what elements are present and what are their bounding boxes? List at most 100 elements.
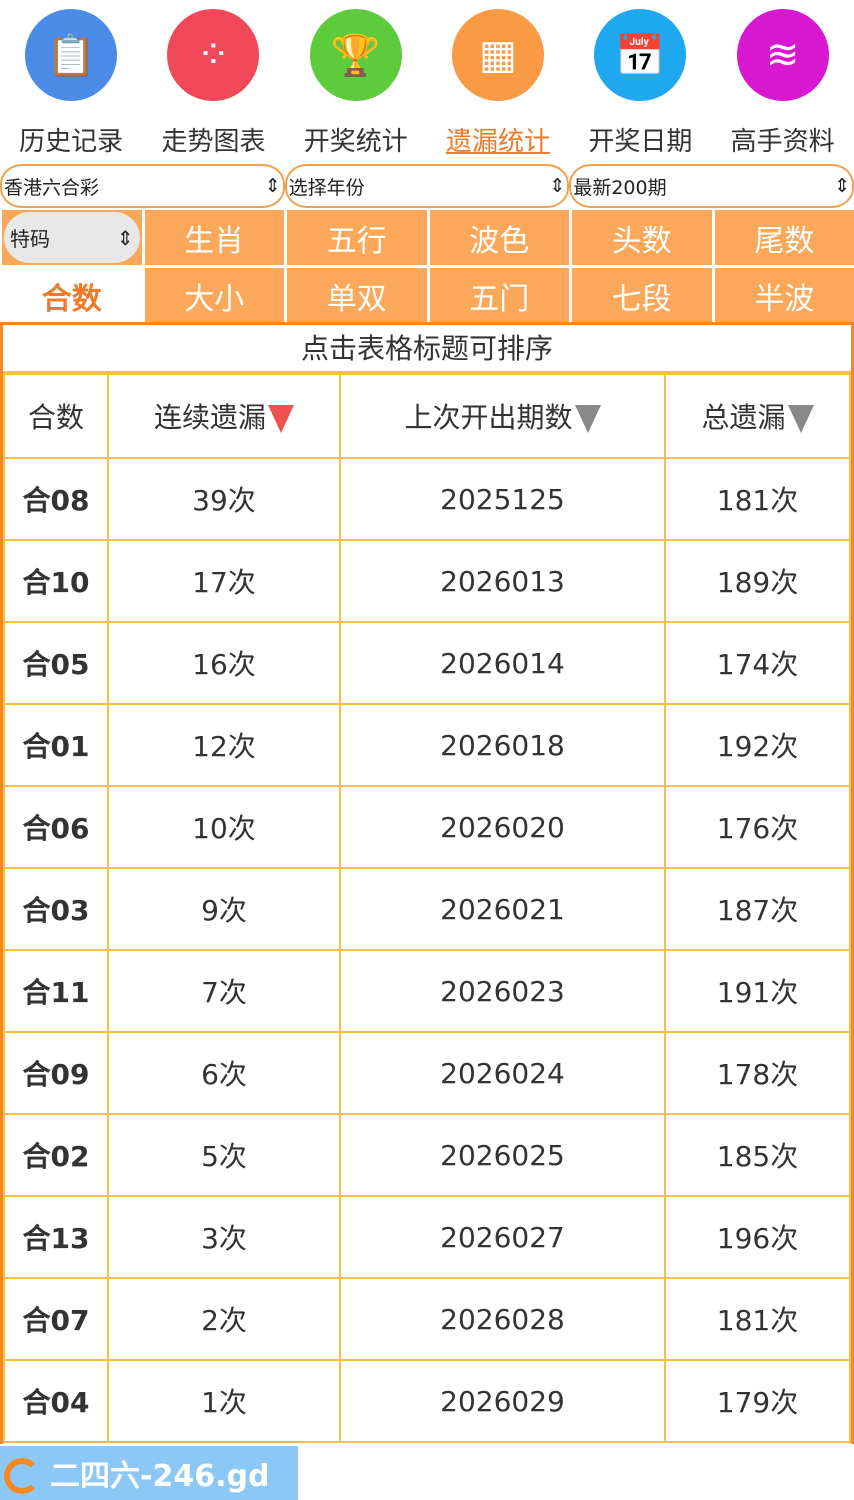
nav-item[interactable]: ≋ 高手资料 — [711, 0, 853, 160]
table-caption: 点击表格标题可排序 — [3, 325, 851, 373]
table-row: 合09 6次 2026024 178次 — [3, 1031, 851, 1115]
total-miss-cell: 181次 — [664, 1277, 851, 1361]
header-label: 上次开出期数 — [404, 401, 573, 434]
consecutive-miss-cell: 9次 — [107, 867, 341, 951]
last-period-cell: 2026024 — [339, 1031, 666, 1115]
nav-label: 开奖统计 — [303, 127, 408, 157]
layers-icon: ≋ — [736, 9, 829, 101]
lottery-select[interactable]: 香港六合彩 ⇕ — [0, 164, 285, 208]
year-select[interactable]: 选择年份 ⇕ — [284, 164, 570, 208]
sort-icon — [787, 405, 814, 433]
consecutive-miss-cell: 2次 — [107, 1277, 341, 1361]
tab-heshu[interactable]: 合数 — [2, 268, 142, 323]
heshu-cell: 合13 — [3, 1195, 109, 1279]
nav-label: 历史记录 — [19, 127, 124, 157]
type-select[interactable]: 特码 ⇕ — [2, 210, 142, 265]
total-miss-cell: 185次 — [664, 1113, 851, 1197]
nav-item[interactable]: ▦ 遗漏统计 — [427, 0, 569, 160]
consecutive-miss-cell: 39次 — [107, 457, 341, 541]
watermark-logo-icon — [4, 1458, 40, 1494]
nav-label: 开奖日期 — [588, 127, 693, 157]
year-select-value: 选择年份 — [288, 176, 365, 199]
tab-wumen[interactable]: 五门 — [429, 268, 569, 323]
trophy-icon: 🏆 — [309, 9, 402, 101]
tab-daxiao[interactable]: 大小 — [144, 268, 284, 323]
heshu-cell: 合11 — [3, 949, 109, 1033]
total-miss-cell: 176次 — [664, 785, 851, 869]
watermark: 二四六-246.gd — [0, 1446, 298, 1500]
heshu-cell: 合02 — [3, 1113, 109, 1197]
heshu-cell: 合07 — [3, 1277, 109, 1361]
table-row: 合11 7次 2026023 191次 — [3, 949, 851, 1033]
table-icon: ▦ — [452, 9, 545, 101]
tab-qiduan[interactable]: 七段 — [572, 268, 712, 323]
heshu-cell: 合10 — [3, 539, 109, 623]
category-tabs: 特码 ⇕ 生肖 五行 波色 头数 尾数 合数 大小 单双 五门 七段 半波 — [0, 210, 854, 323]
nav-item[interactable]: ⁘ 走势图表 — [142, 0, 284, 160]
updown-icon: ⇕ — [116, 225, 134, 250]
total-miss-cell: 191次 — [664, 949, 851, 1033]
header-heshu[interactable]: 合数 — [3, 373, 109, 459]
nav-item[interactable]: 📅 开奖日期 — [569, 0, 711, 160]
nav-label: 遗漏统计 — [446, 127, 551, 157]
chart-nodes-icon: ⁘ — [167, 9, 260, 101]
nav-label: 高手资料 — [730, 127, 835, 157]
heshu-cell: 合05 — [3, 621, 109, 705]
table-row: 合07 2次 2026028 181次 — [3, 1277, 851, 1361]
lottery-select-value: 香港六合彩 — [4, 176, 100, 199]
consecutive-miss-cell: 10次 — [107, 785, 341, 869]
heshu-cell: 合01 — [3, 703, 109, 787]
last-period-cell: 2026021 — [339, 867, 666, 951]
tab-bose[interactable]: 波色 — [429, 210, 569, 265]
tab-danshuang[interactable]: 单双 — [287, 268, 427, 323]
heshu-cell: 合03 — [3, 867, 109, 951]
period-select-value: 最新200期 — [573, 176, 667, 199]
header-last-period[interactable]: 上次开出期数 — [339, 373, 666, 459]
table-row: 合02 5次 2026025 185次 — [3, 1113, 851, 1197]
total-miss-cell: 189次 — [664, 539, 851, 623]
tab-shengxiao[interactable]: 生肖 — [144, 210, 284, 265]
total-miss-cell: 196次 — [664, 1195, 851, 1279]
calendar-icon: 📅 — [594, 9, 687, 101]
last-period-cell: 2026013 — [339, 539, 666, 623]
tab-banbo[interactable]: 半波 — [714, 268, 854, 323]
tab-weishu[interactable]: 尾数 — [714, 210, 854, 265]
consecutive-miss-cell: 16次 — [107, 621, 341, 705]
header-total-miss[interactable]: 总遗漏 — [664, 373, 851, 459]
consecutive-miss-cell: 17次 — [107, 539, 341, 623]
nav-label: 走势图表 — [161, 127, 266, 157]
total-miss-cell: 174次 — [664, 621, 851, 705]
table-row: 合03 9次 2026021 187次 — [3, 867, 851, 951]
table-row: 合08 39次 2025125 181次 — [3, 457, 851, 541]
consecutive-miss-cell: 12次 — [107, 703, 341, 787]
period-select[interactable]: 最新200期 ⇕ — [569, 164, 854, 208]
last-period-cell: 2026020 — [339, 785, 666, 869]
nav-item[interactable]: 📋 历史记录 — [0, 0, 142, 160]
table-row: 合13 3次 2026027 196次 — [3, 1195, 851, 1279]
header-label: 合数 — [27, 401, 84, 434]
last-period-cell: 2025125 — [339, 457, 666, 541]
consecutive-miss-cell: 7次 — [107, 949, 341, 1033]
total-miss-cell: 181次 — [664, 457, 851, 541]
tab-toushu[interactable]: 头数 — [572, 210, 712, 265]
table-row: 合05 16次 2026014 174次 — [3, 621, 851, 705]
table-row: 合01 12次 2026018 192次 — [3, 703, 851, 787]
last-period-cell: 2026029 — [339, 1359, 666, 1443]
last-period-cell: 2026023 — [339, 949, 666, 1033]
sort-desc-icon — [268, 405, 294, 433]
nav-item[interactable]: 🏆 开奖统计 — [285, 0, 427, 160]
heshu-cell: 合09 — [3, 1031, 109, 1115]
heshu-cell: 合06 — [3, 785, 109, 869]
last-period-cell: 2026028 — [339, 1277, 666, 1361]
consecutive-miss-cell: 6次 — [107, 1031, 341, 1115]
total-miss-cell: 178次 — [664, 1031, 851, 1115]
table-row: 合10 17次 2026013 189次 — [3, 539, 851, 623]
tab-wuxing[interactable]: 五行 — [287, 210, 427, 265]
last-period-cell: 2026014 — [339, 621, 666, 705]
sort-icon — [574, 405, 601, 433]
consecutive-miss-cell: 1次 — [107, 1359, 341, 1443]
header-label: 总遗漏 — [701, 401, 786, 434]
updown-icon: ⇕ — [834, 175, 851, 197]
consecutive-miss-cell: 5次 — [107, 1113, 341, 1197]
header-consecutive-miss[interactable]: 连续遗漏 — [107, 373, 341, 459]
